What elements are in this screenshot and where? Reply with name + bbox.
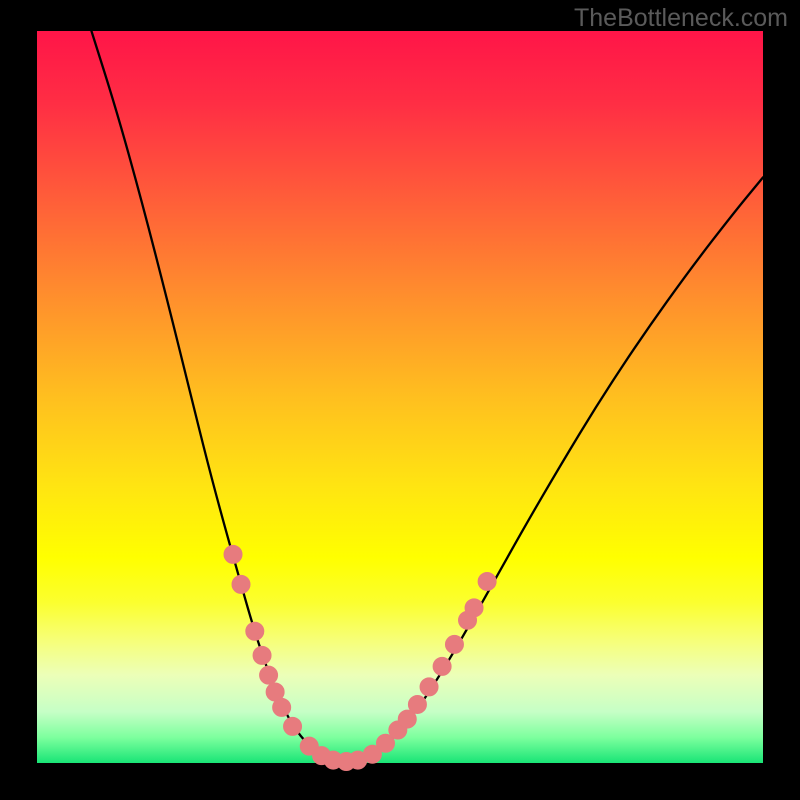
marker-dot [232,575,250,593]
bottleneck-v-chart [0,0,800,800]
chart-root: TheBottleneck.com [0,0,800,800]
marker-dot [445,635,463,653]
plot-background [37,31,763,763]
marker-dot [478,572,496,590]
marker-dot [246,622,264,640]
marker-dot [465,599,483,617]
marker-dot [433,657,451,675]
marker-dot [408,695,426,713]
marker-dot [224,545,242,563]
marker-dot [260,666,278,684]
watermark-text: TheBottleneck.com [574,4,788,33]
marker-dot [420,678,438,696]
marker-dot [253,646,271,664]
marker-dot [273,698,291,716]
marker-dot [284,717,302,735]
